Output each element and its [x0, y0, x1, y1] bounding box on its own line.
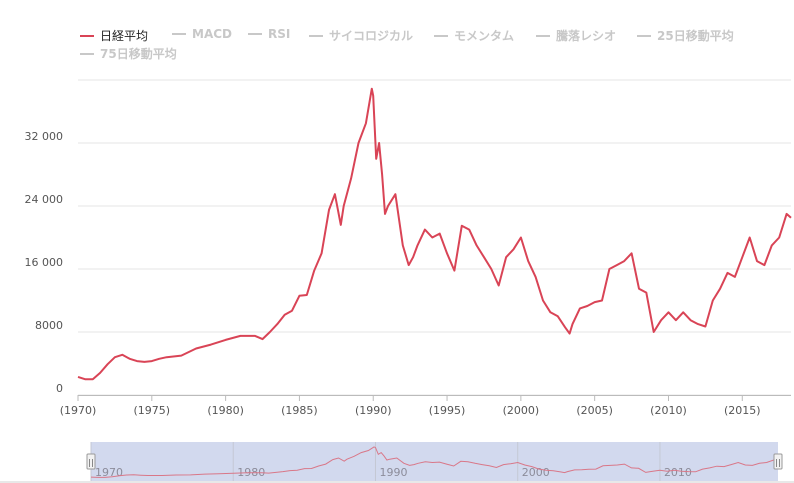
x-tick-label: (2015)	[724, 404, 761, 417]
legend-label: モメンタム	[454, 29, 515, 43]
legend-item[interactable]: 日経平均	[80, 27, 148, 44]
legend-label: 75日移動平均	[100, 47, 177, 61]
y-tick-label: 16 000	[25, 256, 64, 269]
legend-swatch	[172, 32, 186, 35]
navigator-handle-grip: ||	[775, 458, 780, 467]
legend-swatch	[637, 34, 651, 37]
legend-item[interactable]: モメンタム	[434, 27, 514, 44]
navigator-tick-label: 2010	[664, 466, 692, 479]
legend-label: 25日移動平均	[657, 29, 734, 43]
y-tick-label: 0	[56, 382, 63, 395]
navigator-series-line	[90, 446, 779, 478]
x-tick-label: (1990)	[355, 404, 392, 417]
series-line-nikkei	[77, 87, 792, 381]
legend-item[interactable]: MACD	[172, 27, 232, 41]
y-tick-label: 8000	[35, 319, 63, 332]
x-tick-label: (1975)	[134, 404, 171, 417]
navigator-handle-left[interactable]	[86, 453, 96, 470]
legend-label: サイコロジカル	[329, 29, 414, 43]
legend-item[interactable]: 25日移動平均	[637, 27, 734, 44]
legend-swatch	[80, 52, 94, 55]
legend-label: 騰落レシオ	[556, 29, 617, 43]
x-tick-label: (2010)	[650, 404, 687, 417]
y-tick-label: 24 000	[25, 193, 64, 206]
legend-item[interactable]: 騰落レシオ	[536, 27, 616, 44]
x-tick-label: (1995)	[429, 404, 466, 417]
legend-item[interactable]: サイコロジカル	[309, 27, 413, 44]
legend-label: 日経平均	[100, 29, 149, 43]
chart-legend: 日経平均 MACD RSI サイコロジカル モメンタム 騰落レシオ 25日移動平均 75日移動…	[0, 0, 794, 70]
legend-swatch	[80, 34, 94, 37]
navigator-tick-label: 1990	[379, 466, 407, 479]
legend-item[interactable]: 75日移動平均	[80, 45, 177, 62]
x-tick-label: (1980)	[207, 404, 244, 417]
legend-swatch	[309, 34, 323, 37]
legend-swatch	[248, 32, 262, 35]
x-tick-label: (1985)	[281, 404, 318, 417]
legend-label: MACD	[192, 27, 232, 41]
legend-swatch	[536, 34, 550, 37]
navigator-handle-grip: ||	[88, 458, 93, 467]
x-tick-label: (1970)	[60, 404, 97, 417]
navigator-handle-right[interactable]	[773, 453, 783, 470]
legend-label: RSI	[268, 27, 291, 41]
legend-swatch	[434, 34, 448, 37]
x-tick-label: (2005)	[576, 404, 613, 417]
x-tick-label: (2000)	[503, 404, 540, 417]
legend-item[interactable]: RSI	[248, 27, 290, 41]
y-tick-label: 32 000	[25, 130, 64, 143]
navigator-bottom-bar	[0, 481, 794, 483]
